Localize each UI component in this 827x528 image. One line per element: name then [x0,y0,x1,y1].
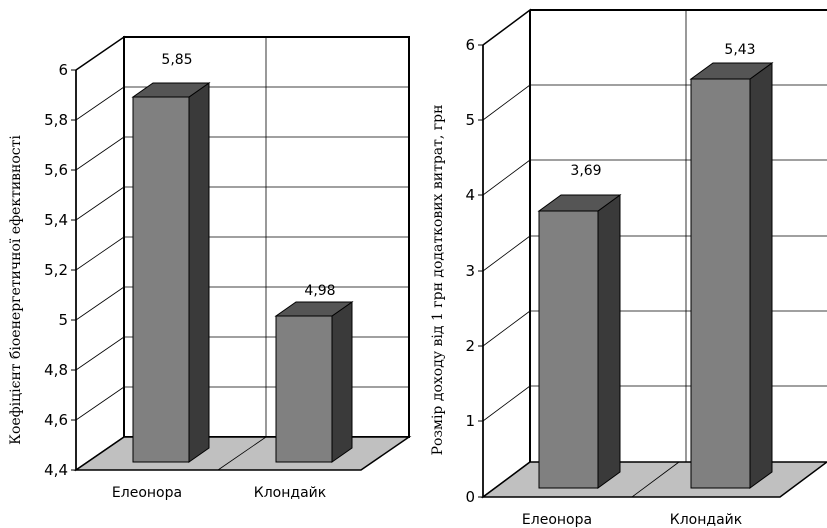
chart-right-bars: 3,69 5,43 [537,42,774,489]
y-tick-label: 1 [465,412,475,430]
x-category-label: Клондайк [670,512,742,528]
gridline [482,310,531,347]
y-tick-label: 5 [465,111,475,129]
chart-right-x-axis: Елеонора Клондайк [522,512,742,528]
y-tick-label: 4 [465,186,475,204]
bar-front [538,210,599,489]
y-tick-label: 3 [465,262,475,280]
y-tick-label: 6 [465,36,475,54]
x-category-label: Елеонора [522,512,592,528]
y-axis-title: Розмір доходу від 1 грн додаткових витра… [430,105,446,456]
chart-right: 6 5 4 3 2 1 0 Розмір доходу від 1 грн до… [430,8,827,528]
bar-front [690,78,751,489]
bar-right-0 [537,194,622,489]
y-tick-label: 2 [465,337,475,355]
data-label: 5,43 [724,42,755,58]
gridline [75,136,125,171]
y-tick-label: 5,4 [44,211,68,229]
gridline [75,286,125,321]
bar-front [275,315,333,463]
x-category-label: Клондайк [254,485,326,501]
gridline [482,385,531,422]
y-tick-label: 5,2 [44,261,68,279]
bar-front [132,96,190,463]
y-tick-label: 5,6 [44,161,68,179]
bar-right-1 [689,62,774,489]
data-label: 3,69 [570,163,601,179]
chart-left-walls [73,35,412,472]
gridline [75,336,125,371]
gridline [482,235,531,272]
gridline [75,86,125,121]
y-axis-title: Коефіцієнт біоенергетичної ефективності [8,135,24,445]
chart-left-y-axis: 6 5,8 5,6 5,4 5,2 5 4,8 4,6 4,4 Коефіціє… [8,61,77,479]
y-tick-label: 0 [465,488,475,506]
floor-divider [217,436,267,471]
chart-right-y-axis: 6 5 4 3 2 1 0 Розмір доходу від 1 грн до… [430,36,484,506]
chart-left-x-axis: Елеонора Клондайк [112,485,326,501]
data-label: 5,85 [161,52,192,68]
x-category-label: Елеонора [112,485,182,501]
bar-side [188,82,210,463]
gridline [75,186,125,221]
chart-right-grid [482,84,827,422]
gridline [75,386,125,421]
bar-left-1 [274,301,354,463]
bar-side [331,301,353,463]
gridline [482,84,531,121]
chart-left-bars: 5,85 4,98 [131,52,354,463]
bar-side [597,194,621,489]
y-tick-label: 4,6 [44,411,68,429]
floor-divider [631,461,680,498]
y-tick-label: 5,8 [44,111,68,129]
y-tick-label: 4,8 [44,361,68,379]
bar-left-0 [131,82,211,463]
y-tick-label: 6 [58,61,68,79]
y-tick-marks [71,69,76,471]
bar-side [749,62,773,489]
chart-left: 6 5,8 5,6 5,4 5,2 5 4,8 4,6 4,4 Коефіціє… [8,35,412,501]
y-tick-label: 4,4 [44,461,68,479]
data-label: 4,98 [304,283,335,299]
gridline [75,236,125,271]
y-tick-label: 5 [58,311,68,329]
gridline [482,159,531,196]
chart-right-walls [480,8,827,499]
y-tick-marks [478,44,483,498]
